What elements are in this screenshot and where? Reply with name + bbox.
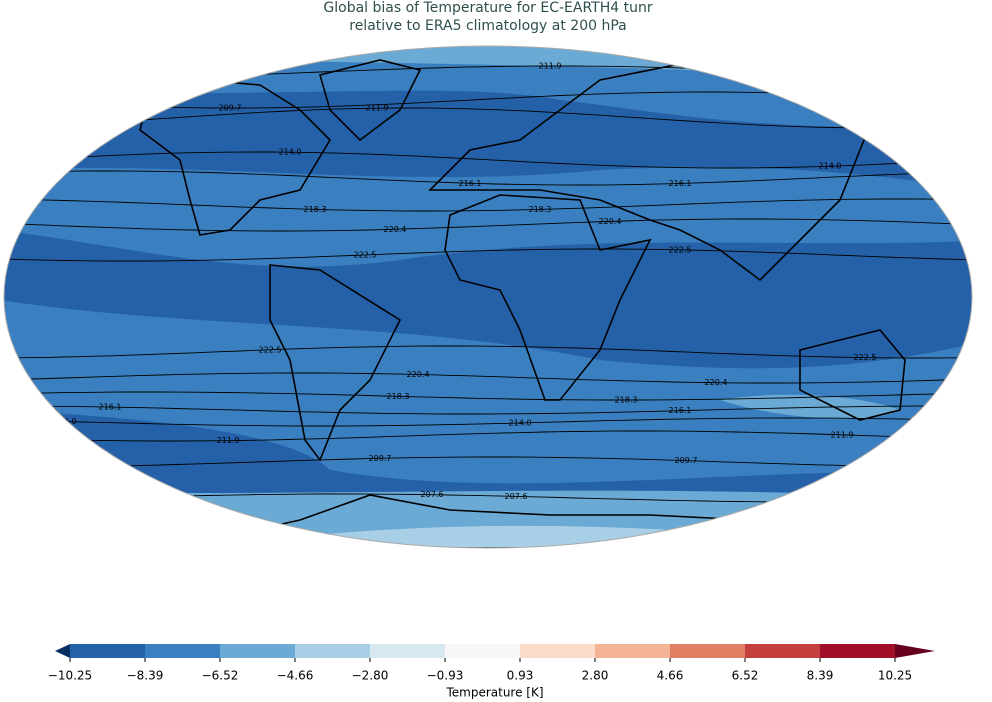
coastline: [139, 79, 332, 236]
globe-outline: [3, 45, 973, 549]
colorbar-tick-label: 10.25: [878, 669, 912, 683]
contour-line: [4, 456, 972, 468]
contour-label: 218.3: [615, 395, 638, 404]
contour-label: 214.0: [819, 162, 842, 171]
colorbar-tick-label: 8.39: [807, 669, 834, 683]
contour-label: 216.1: [669, 179, 692, 188]
contour-label: 207.6: [505, 492, 528, 501]
colorbar-tick-label: −2.80: [352, 669, 389, 683]
colorbar-tick-label: 0.93: [507, 669, 534, 683]
contour-label: 214.0: [54, 417, 77, 426]
coastline: [197, 494, 803, 548]
colorbar-bin: [295, 644, 371, 658]
colorbar-tick-label: 4.66: [657, 669, 684, 683]
contour-label: 220.4: [599, 217, 622, 226]
contour-label: 222.5: [354, 250, 377, 259]
colorbar: −10.25 −8.39 −6.52 −4.66 −2.80 −0.93 0.93 2.80 4…: [48, 644, 935, 683]
contour-label: 211.9: [366, 104, 389, 113]
contour-label: 211.9: [217, 436, 240, 445]
contour-label: 216.1: [459, 179, 482, 188]
contour-label: 211.9: [539, 62, 562, 71]
coastline: [319, 59, 422, 142]
colorbar-bin: [220, 644, 296, 658]
contour-line: [4, 430, 972, 442]
contour-line: [4, 345, 972, 359]
contour-label: 209.7: [369, 454, 392, 463]
contour-label: 220.4: [407, 370, 430, 379]
coastline: [269, 264, 402, 462]
colorbar-tick-label: −8.39: [127, 669, 164, 683]
field-band: [4, 167, 972, 267]
colorbar-bin: [370, 644, 446, 658]
contour-label: 214.0: [279, 148, 302, 157]
title-line: Global bias of Temperature for EC-EARTH4…: [323, 0, 652, 16]
contour-line: [4, 248, 972, 262]
contour-label: 218.3: [304, 205, 327, 214]
contour-line: [4, 372, 972, 384]
contour-label: 216.1: [99, 403, 122, 412]
colorbar-tick-label: −10.25: [48, 669, 92, 683]
colorbar-bin: [595, 644, 671, 658]
contour-label: 211.9: [831, 430, 854, 439]
contour-label: 218.3: [529, 205, 552, 214]
colorbar-label: Temperature [K]: [445, 686, 543, 700]
colorbar-bin: [670, 644, 746, 658]
contour-label: 220.4: [384, 225, 407, 234]
title-line: relative to ERA5 climatology at 200 hPa: [349, 18, 626, 34]
contour-line: [4, 170, 972, 186]
colorbar-extend: [55, 644, 70, 658]
contour-line: [4, 405, 972, 415]
contour-label: 207.6: [421, 490, 444, 499]
coastline: [799, 329, 906, 421]
contour-line: [4, 151, 972, 169]
contour-label: 222.5: [669, 245, 692, 254]
field-band: [200, 525, 800, 548]
contour-label: 218.3: [387, 392, 410, 401]
colorbar-tick-label: 2.80: [582, 669, 609, 683]
contour-label: 222.5: [259, 345, 282, 354]
contour-line: [4, 417, 972, 427]
contour-label: 209.7: [675, 456, 698, 465]
field-band: [4, 490, 972, 548]
contour-line: [4, 107, 972, 129]
colorbar-tick-label: 6.52: [732, 669, 759, 683]
contour-label: 222.5: [854, 353, 877, 362]
colorbar-tick-label: −4.66: [277, 669, 314, 683]
contour-line: [4, 218, 972, 232]
colorbar-bin: [145, 644, 221, 658]
contour-label: 220.4: [705, 378, 728, 387]
contour-label: 214.0: [509, 418, 532, 427]
contour-line: [4, 391, 972, 401]
colorbar-tick-label: −6.52: [202, 669, 239, 683]
colorbar-bin: [445, 644, 521, 658]
contour-label: 216.1: [669, 406, 692, 415]
field-band: [720, 394, 900, 419]
contour-line: [4, 198, 972, 212]
colorbar-tick-label: −0.93: [427, 669, 464, 683]
contour-label: 209.7: [219, 103, 242, 112]
colorbar-bin: [520, 644, 596, 658]
colorbar-bin: [820, 644, 896, 658]
colorbar-extend: [895, 644, 935, 658]
colorbar-bin: [745, 644, 821, 658]
colorbar-bin: [70, 644, 146, 658]
